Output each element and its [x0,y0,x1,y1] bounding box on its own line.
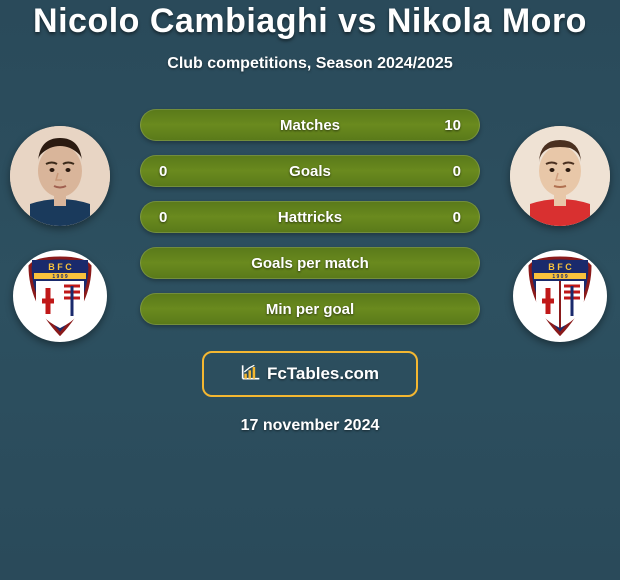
player-right-column: B F C 1 9 0 9 [510,126,610,342]
stat-left-value: 0 [159,163,183,180]
svg-text:B F C: B F C [548,262,572,272]
stat-row-hattricks: 0 Hattricks 0 [140,201,480,233]
stat-row-goals-per-match: Goals per match [140,247,480,279]
stat-row-goals: 0 Goals 0 [140,155,480,187]
chart-icon [241,363,261,386]
stat-label: Goals per match [183,255,437,272]
stat-right-value: 0 [437,209,461,226]
stat-right-value: 0 [437,163,461,180]
player-left-club-badge: B F C 1 9 0 9 [13,250,107,342]
player-right-club-badge: B F C 1 9 0 9 [513,250,607,342]
player-right-avatar [510,126,610,226]
stat-label: Goals [183,163,437,180]
date: 17 november 2024 [241,417,380,435]
subtitle: Club competitions, Season 2024/2025 [167,55,452,73]
player-left-avatar [10,126,110,226]
brand-link[interactable]: FcTables.com [202,351,418,397]
stat-row-min-per-goal: Min per goal [140,293,480,325]
stat-label: Min per goal [183,301,437,318]
stat-label: Matches [183,117,437,134]
svg-text:B F C: B F C [48,262,72,272]
svg-text:1 9 0 9: 1 9 0 9 [552,274,568,280]
stat-row-matches: Matches 10 [140,109,480,141]
stat-label: Hattricks [183,209,437,226]
page-title: Nicolo Cambiaghi vs Nikola Moro [33,2,587,41]
svg-text:1 9 0 9: 1 9 0 9 [52,274,68,280]
brand-label: FcTables.com [267,364,379,384]
stat-left-value: 0 [159,209,183,226]
player-left-column: B F C 1 9 0 9 [10,126,110,342]
stat-right-value: 10 [437,117,461,134]
